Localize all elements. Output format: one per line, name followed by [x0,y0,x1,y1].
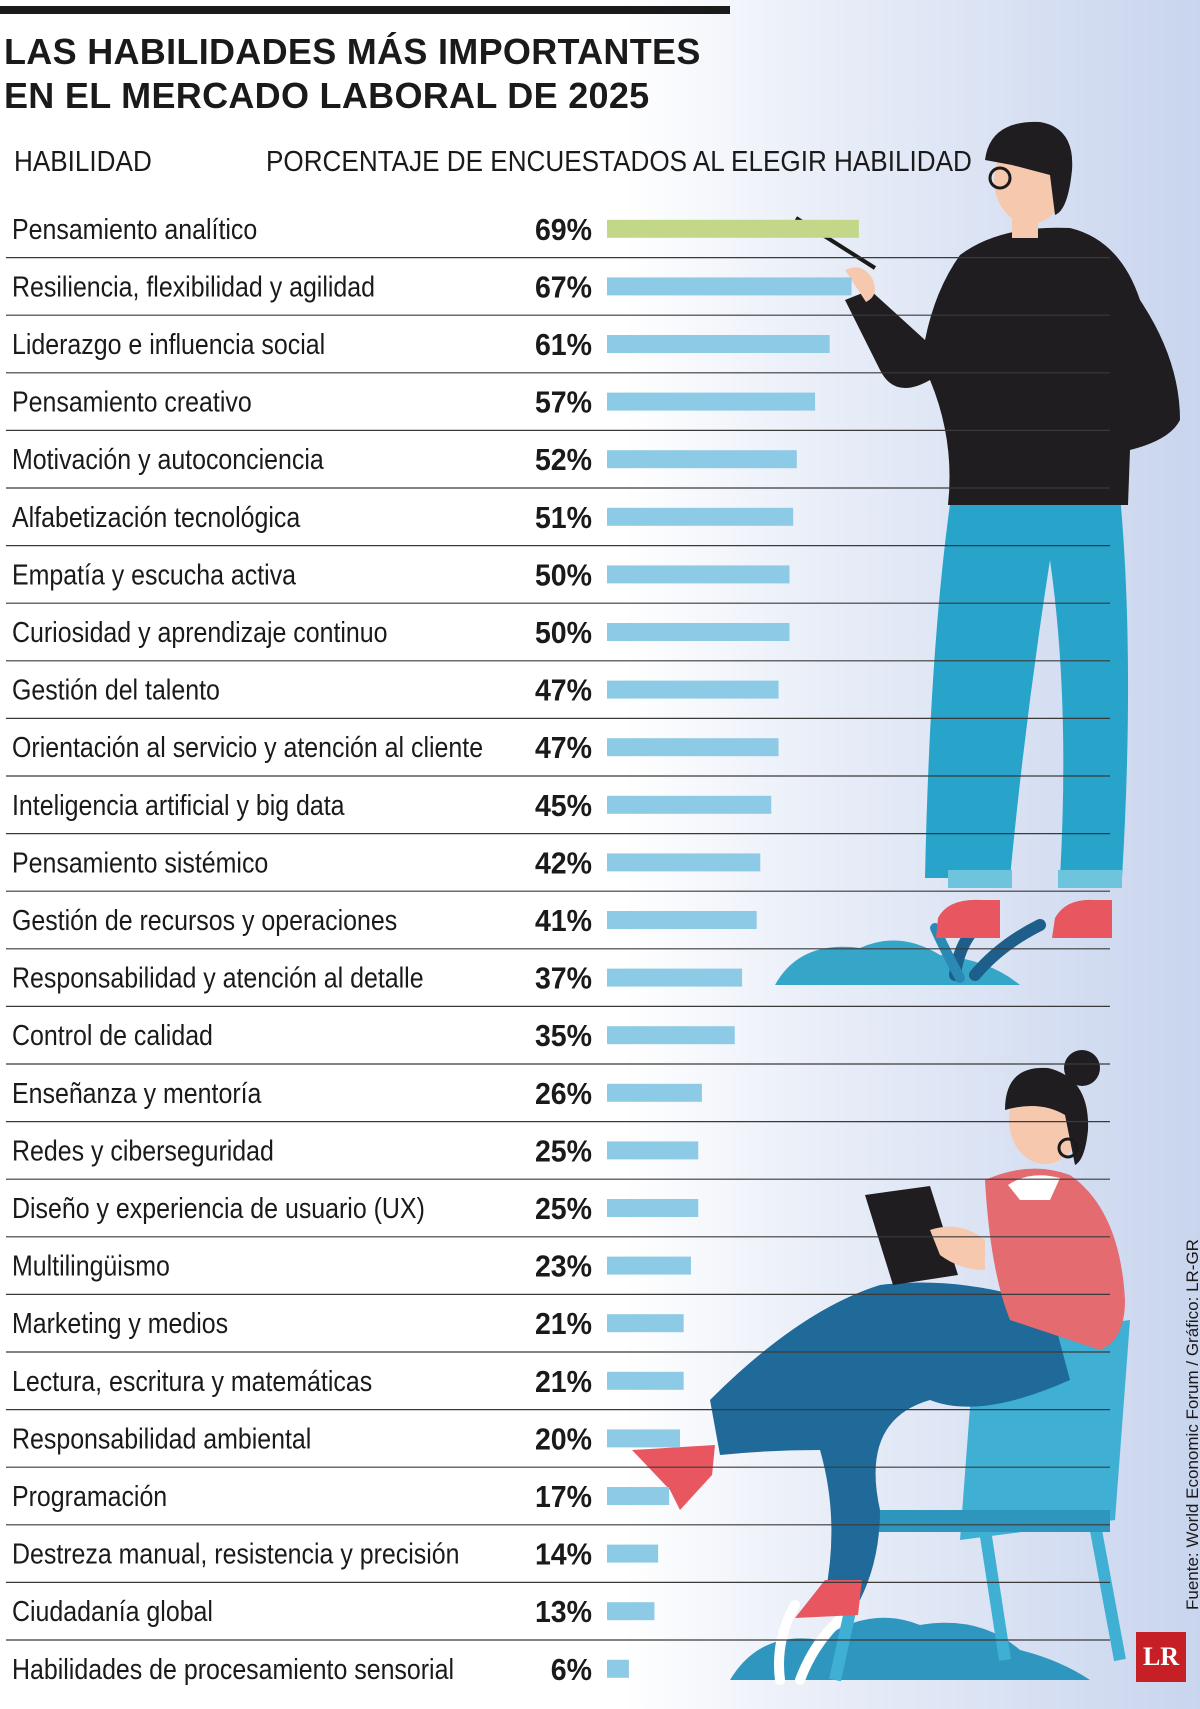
value-label: 6% [551,1653,592,1687]
category-label: Alfabetización tecnológica [12,501,301,533]
bar [607,1314,684,1333]
value-label: 45% [535,789,592,823]
bar [607,450,797,469]
value-label: 23% [535,1250,592,1284]
category-label: Control de calidad [12,1019,213,1051]
value-label: 26% [535,1077,592,1111]
value-label: 57% [535,386,592,420]
value-label: 67% [535,270,592,304]
source-note: Fuente: World Economic Forum / Gráfico: … [1183,1239,1200,1610]
category-label: Responsabilidad ambiental [12,1423,311,1455]
category-label: Habilidades de procesamiento sensorial [12,1653,454,1685]
category-label: Marketing y medios [12,1307,228,1339]
bar [607,565,790,584]
value-label: 17% [535,1480,592,1514]
bar [607,277,852,296]
category-label: Destreza manual, resistencia y precisión [12,1538,459,1570]
bar [607,680,779,699]
percent-column-header: PORCENTAJE DE ENCUESTADOS AL ELEGIR HABI… [266,146,972,178]
value-label: 50% [535,558,592,592]
bar [607,1659,629,1678]
category-label: Liderazgo e influencia social [12,328,325,360]
category-label: Enseñanza y mentoría [12,1077,262,1109]
value-label: 51% [535,501,592,535]
category-label: Gestión de recursos y operaciones [12,904,397,936]
category-label: Empatía y escucha activa [12,559,297,591]
bar [607,1487,670,1505]
value-label: 20% [535,1422,592,1456]
value-label: 61% [535,328,592,362]
bar [607,392,816,411]
bar [607,795,772,814]
bar [607,911,757,929]
category-label: Curiosidad y aprendizaje continuo [12,616,388,648]
value-label: 14% [535,1538,592,1572]
bar [607,1199,699,1217]
bar [607,738,779,757]
value-label: 41% [535,904,592,938]
skill-column-header: HABILIDAD [14,146,152,178]
category-label: Pensamiento analítico [12,213,257,245]
category-label: Resiliencia, flexibilidad y agilidad [12,271,375,303]
category-label: Programación [12,1480,167,1512]
value-label: 52% [535,443,592,477]
category-label: Motivación y autoconciencia [12,443,325,475]
value-label: 47% [535,731,592,765]
category-label: Responsabilidad y atención al detalle [12,962,424,994]
value-label: 35% [535,1019,592,1053]
category-label: Redes y ciberseguridad [12,1135,274,1167]
bar [607,853,761,872]
category-label: Pensamiento creativo [12,386,252,418]
bar [607,507,794,526]
category-label: Diseño y experiencia de usuario (UX) [12,1192,425,1224]
value-label: 69% [535,213,592,247]
bar [607,1026,735,1045]
category-label: Inteligencia artificial y big data [12,789,345,821]
bar [607,335,830,353]
bar [607,1429,680,1448]
bar [607,1256,691,1275]
category-label: Ciudadanía global [12,1595,213,1627]
top-rule [0,6,730,14]
value-label: 25% [535,1192,592,1226]
value-label: 47% [535,674,592,708]
category-label: Gestión del talento [12,674,220,706]
bar [607,1083,702,1102]
category-label: Orientación al servicio y atención al cl… [12,731,483,763]
lr-logo: LR [1136,1632,1186,1682]
bar [607,1544,659,1563]
category-label: Pensamiento sistémico [12,847,268,879]
bar [607,1371,684,1390]
value-label: 13% [535,1595,592,1629]
chart-title: LAS HABILIDADES MÁS IMPORTANTES EN EL ME… [4,31,701,116]
value-label: 50% [535,616,592,650]
category-label: Multilingüismo [12,1250,170,1282]
bar [607,968,743,987]
bar [607,1141,699,1160]
value-label: 21% [535,1307,592,1341]
value-label: 37% [535,962,592,996]
category-label: Lectura, escritura y matemáticas [12,1365,372,1397]
value-label: 42% [535,846,592,880]
bar [607,219,859,238]
bar [607,623,790,641]
bar [607,1602,655,1621]
value-label: 25% [535,1134,592,1168]
value-label: 21% [535,1365,592,1399]
